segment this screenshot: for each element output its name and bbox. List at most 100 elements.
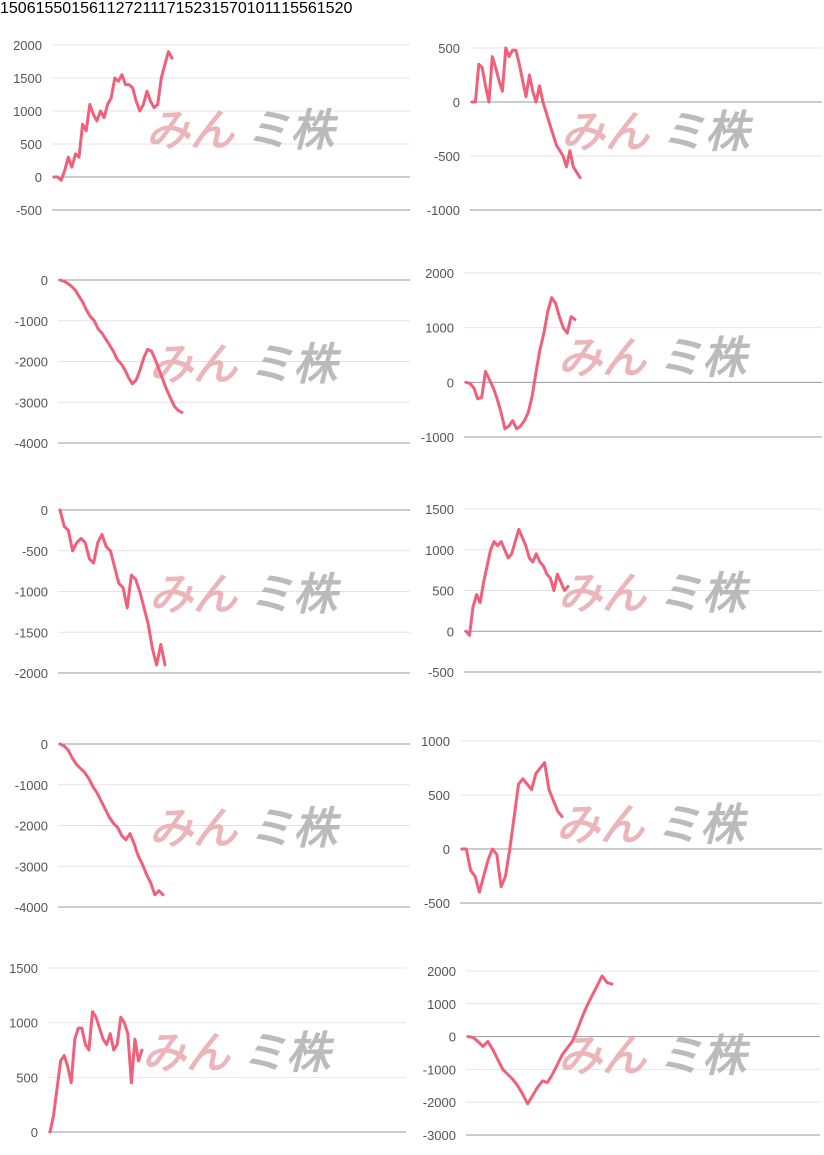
y-tick-label: -500	[16, 203, 42, 218]
minkabu-watermark-logo: みん ミ株	[146, 106, 339, 157]
chart-title-2[interactable]: 1561	[71, 0, 107, 17]
chart-title-5[interactable]: 1523	[175, 0, 212, 17]
y-tick-label: 0	[453, 95, 460, 110]
y-tick-label: -1000	[15, 314, 48, 329]
svg-text:ミ株: ミ株	[249, 340, 342, 391]
minkabu-watermark-logo: みん ミ株	[556, 800, 749, 851]
y-tick-label: 0	[31, 1125, 38, 1140]
y-tick-label: 0	[41, 737, 48, 752]
y-tick-label: -1000	[15, 585, 48, 600]
y-tick-label: 1000	[425, 543, 454, 558]
series-line	[470, 46, 582, 180]
y-tick-label: -3000	[15, 859, 48, 874]
y-tick-label: -500	[428, 665, 454, 680]
svg-text:ミ株: ミ株	[658, 333, 751, 384]
series-line	[466, 974, 614, 1106]
chart-title-4[interactable]: 1117	[142, 0, 176, 17]
y-tick-label: 0	[447, 624, 454, 639]
svg-text:ミ株: ミ株	[249, 570, 342, 621]
series-line	[464, 527, 570, 637]
minkabu-watermark-logo: みん ミ株	[149, 804, 342, 855]
y-tick-label: 1000	[421, 734, 450, 749]
y-tick-label: 0	[443, 842, 450, 857]
y-tick-label: -1000	[15, 778, 48, 793]
svg-text:ミ株: ミ株	[249, 804, 342, 855]
y-tick-label: 0	[41, 503, 48, 518]
minkabu-watermark-logo: みん ミ株	[149, 570, 342, 621]
y-tick-label: 1000	[13, 104, 42, 119]
series-line	[460, 761, 564, 894]
chart-title-7[interactable]: 1011	[246, 0, 282, 17]
y-tick-label: -2000	[15, 355, 48, 370]
minkabu-watermark-logo: みん ミ株	[558, 1031, 751, 1082]
chart-title-1[interactable]: 1550	[35, 0, 72, 17]
minkabu-watermark-logo: みん ミ株	[558, 569, 751, 620]
svg-text:みん: みん	[149, 804, 239, 855]
y-tick-label: -2000	[15, 666, 48, 681]
y-tick-label: -3000	[15, 395, 48, 410]
svg-text:みん: みん	[558, 333, 648, 384]
y-tick-label: 0	[449, 1030, 456, 1045]
y-tick-label: 500	[432, 584, 454, 599]
svg-text:みん: みん	[142, 1028, 232, 1079]
y-tick-label: 1000	[425, 321, 454, 336]
y-tick-label: 1000	[427, 997, 456, 1012]
series-line	[58, 278, 184, 414]
chart-title-0[interactable]: 1506	[0, 0, 36, 17]
svg-text:ミ株: ミ株	[242, 1028, 335, 1079]
y-tick-label: 1000	[9, 1016, 38, 1031]
chart-title-8[interactable]: 1556	[281, 0, 317, 17]
svg-text:みん: みん	[149, 570, 239, 621]
svg-text:ミ株: ミ株	[246, 106, 339, 157]
y-tick-label: 500	[16, 1070, 38, 1085]
y-tick-label: -500	[424, 896, 450, 911]
svg-text:ミ株: ミ株	[656, 800, 749, 851]
y-tick-label: 1500	[425, 502, 454, 517]
y-tick-label: -500	[22, 544, 48, 559]
y-tick-label: 1500	[9, 961, 38, 976]
svg-text:みん: みん	[558, 569, 648, 620]
y-tick-label: 0	[447, 375, 454, 390]
minkabu-watermark-logo: みん ミ株	[561, 107, 754, 158]
series-line	[58, 508, 167, 667]
minkabu-watermark-logo: みん ミ株	[142, 1028, 335, 1079]
y-tick-label: -2000	[15, 819, 48, 834]
series-line	[48, 1010, 144, 1134]
y-tick-label: -3000	[423, 1128, 456, 1143]
svg-text:ミ株: ミ株	[661, 107, 754, 158]
svg-text:ミ株: ミ株	[658, 1031, 751, 1082]
chart-title-9[interactable]: 1520	[316, 0, 353, 17]
minkabu-watermark-logo: みん ミ株	[558, 333, 751, 384]
y-tick-label: -2000	[423, 1095, 456, 1110]
chart-title-3[interactable]: 1272	[106, 0, 143, 17]
svg-text:みん: みん	[561, 107, 651, 158]
y-tick-label: 0	[35, 170, 42, 185]
svg-text:ミ株: ミ株	[658, 569, 751, 620]
minkabu-watermark-logo: みん ミ株	[149, 340, 342, 391]
y-tick-label: 2000	[13, 38, 42, 53]
y-tick-label: -4000	[15, 436, 48, 451]
y-tick-label: -1500	[15, 625, 48, 640]
y-tick-label: 1500	[13, 71, 42, 86]
y-tick-label: -1000	[423, 1062, 456, 1077]
series-line	[52, 50, 174, 182]
series-line	[58, 742, 165, 897]
svg-text:みん: みん	[146, 106, 236, 157]
y-tick-label: -1000	[421, 430, 454, 445]
chart-title-6[interactable]: 1570	[211, 0, 247, 17]
y-tick-label: -500	[434, 149, 460, 164]
y-tick-label: -1000	[427, 203, 460, 218]
y-tick-label: 500	[428, 788, 450, 803]
y-tick-label: 2000	[427, 964, 456, 979]
